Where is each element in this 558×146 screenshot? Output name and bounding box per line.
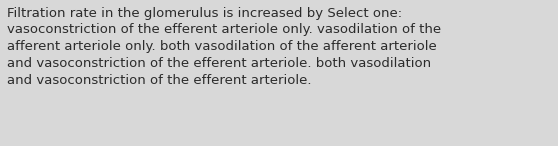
Text: Filtration rate in the glomerulus is increased by Select one:
vasoconstriction o: Filtration rate in the glomerulus is inc… xyxy=(7,7,441,87)
